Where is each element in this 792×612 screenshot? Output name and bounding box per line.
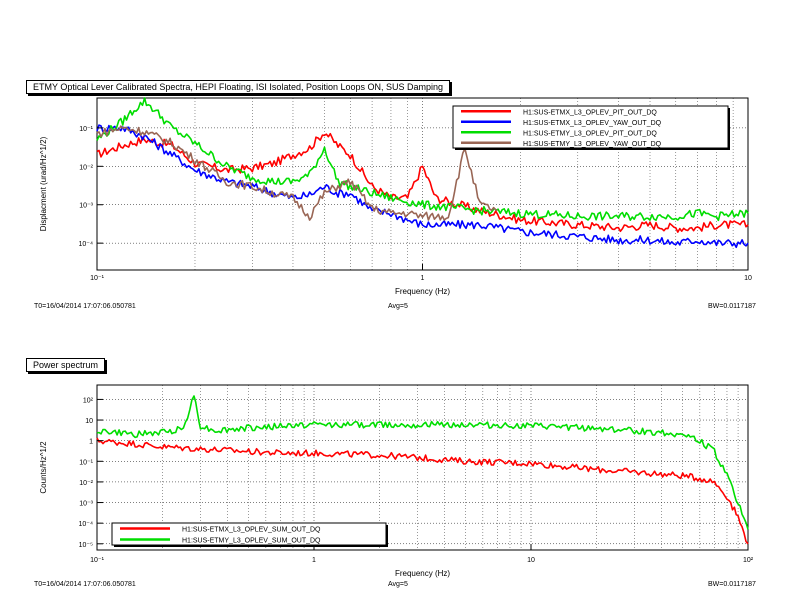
chart-2-footer-time: T0=16/04/2014 17:07:06.050781 — [34, 581, 136, 588]
chart-1-footer-bw: BW=0.0117187 — [708, 303, 756, 310]
plot-1-y-tick-label: 10⁻² — [79, 164, 93, 171]
plot-2-y-tick-label: 10⁻³ — [79, 501, 93, 508]
plot-2-x-tick-label: 10 — [527, 557, 535, 564]
plot-1-legend — [452, 105, 729, 149]
plot-2-y-tick-label: 10² — [83, 397, 94, 404]
plot-1-legend-label-1: H1:SUS-ETMX_L3_OPLEV_PIT_OUT_DQ — [523, 109, 657, 116]
plot-1-y-tick-label: 10⁻³ — [79, 203, 93, 210]
plot-2-legend-label-2: H1:SUS-ETMY_L3_OPLEV_SUM_OUT_DQ — [182, 538, 321, 545]
plot-2-y-tick-label: 10⁻¹ — [79, 459, 93, 466]
plot-1-legend-label-4: H1:SUS-ETMY_L3_OPLEV_YAW_OUT_DQ — [523, 141, 662, 148]
plot-1-y-tick-label: 10⁻¹ — [79, 126, 93, 133]
plot-2-x-tick-label: 10⁻¹ — [90, 557, 104, 564]
chart-2-footer-avg: Avg=5 — [388, 581, 408, 588]
plot-1-x-tick-label: 1 — [421, 275, 425, 282]
plot-2-x-tick-label: 10² — [743, 557, 754, 564]
plot-2-y-axis-label: Counts/Hz^1/2 — [39, 441, 48, 494]
plot-2-y-tick-label: 1 — [89, 439, 93, 446]
plot-1-y-tick-label: 10⁻⁴ — [79, 241, 94, 248]
plot-1-x-tick-label: 10 — [744, 275, 752, 282]
chart-2-title: Power spectrum — [26, 358, 106, 372]
chart-1-footer-avg: Avg=5 — [388, 303, 408, 310]
chart-2-footer-bw: BW=0.0117187 — [708, 581, 756, 588]
plot-1-legend-label-3: H1:SUS-ETMY_L3_OPLEV_PIT_OUT_DQ — [523, 130, 657, 137]
plot-2-y-tick-label: 10 — [85, 418, 93, 425]
chart-1-title: ETMY Optical Lever Calibrated Spectra, H… — [26, 80, 451, 94]
plot-2-x-axis-label: Frequency (Hz) — [395, 569, 450, 578]
plot-2-y-tick-label: 10⁻⁵ — [79, 542, 93, 549]
plot-2-y-tick-label: 10⁻² — [79, 480, 93, 487]
plot-1-legend-label-2: H1:SUS-ETMX_L3_OPLEV_YAW_OUT_DQ — [523, 120, 662, 127]
plot-2-legend — [111, 522, 387, 546]
plot-1-series-1-line — [96, 132, 749, 233]
plot-2-legend-label-1: H1:SUS-ETMX_L3_OPLEV_SUM_OUT_DQ — [182, 527, 321, 534]
plot-1-series-4-line — [96, 125, 498, 221]
plot-2-series-2-line — [96, 395, 749, 530]
plot-1-series-3-line — [96, 97, 749, 222]
plot-1-x-axis-label: Frequency (Hz) — [395, 287, 450, 296]
plot-2-series-1-line — [96, 437, 749, 545]
plot-1-y-axis-label: Displacment (urad/Hz^1/2) — [39, 136, 48, 231]
plot-1-x-tick-label: 10⁻¹ — [90, 275, 104, 282]
plot-2-x-tick-label: 1 — [312, 557, 316, 564]
plot-2-y-tick-label: 10⁻⁴ — [79, 521, 94, 528]
plot-1-series-2-line — [96, 124, 749, 249]
chart-1-footer-time: T0=16/04/2014 17:07:06.050781 — [34, 303, 136, 310]
